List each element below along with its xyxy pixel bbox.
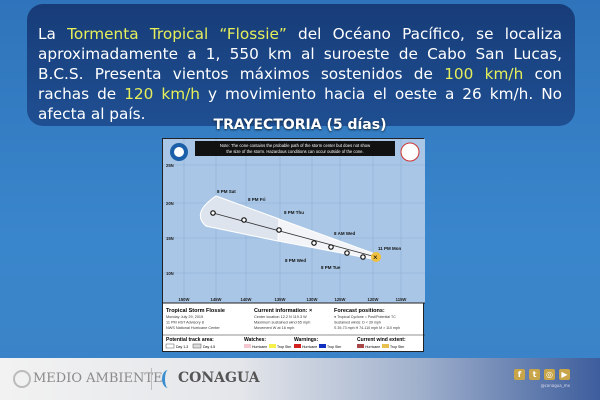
cone-day45	[199, 195, 280, 242]
svg-text:Potential track area:: Potential track area:	[166, 337, 214, 343]
instagram-icon[interactable]: ◎	[544, 369, 555, 380]
svg-text:140W: 140W	[241, 297, 252, 302]
svg-text:Trop Stm: Trop Stm	[277, 345, 291, 349]
conagua-logo: CONAGUA	[178, 370, 260, 386]
svg-text:Hurricane: Hurricane	[302, 345, 317, 349]
svg-text:Day 4-5: Day 4-5	[203, 345, 215, 349]
svg-text:Monday July 29, 2019: Monday July 29, 2019	[166, 315, 203, 319]
track-line	[212, 212, 377, 258]
current-info-title: Current information: ×	[254, 308, 312, 314]
twitter-icon[interactable]: t	[529, 369, 540, 380]
svg-text:15N: 15N	[166, 236, 174, 241]
svg-text:150W: 150W	[179, 297, 190, 302]
svg-text:NWS National Hurricane Center: NWS National Hurricane Center	[166, 326, 221, 330]
mexico-seal-icon	[13, 370, 31, 388]
storm-info-box: La Tormenta Tropical “Flossie” del Océan…	[27, 4, 575, 126]
label-8am-wed: 8 AM Wed	[334, 231, 356, 236]
svg-text:Trop Stm: Trop Stm	[390, 345, 404, 349]
medio-ambiente-logo: MEDIO AMBIENTE	[33, 371, 163, 386]
current-x-icon: ×	[373, 253, 378, 262]
forecast-points	[210, 210, 366, 260]
svg-text:135W: 135W	[275, 297, 286, 302]
svg-text:Hurricane: Hurricane	[252, 345, 267, 349]
svg-text:120W: 120W	[368, 297, 379, 302]
storm-name: Tropical Storm Flossie	[166, 308, 225, 314]
info-text: y movimiento hacia el oeste a 26 km/h. N…	[38, 85, 562, 123]
conagua-logo-icon	[162, 370, 174, 388]
svg-text:Watches:: Watches:	[244, 337, 266, 343]
svg-text:● Tropical Cyclone ○ Post/Pot: ● Tropical Cyclone ○ Post/Potential TC	[334, 315, 396, 319]
label-8pm-thu: 8 PM Thu	[284, 210, 304, 215]
label-8pm-fri: 8 PM Fri	[248, 197, 266, 202]
wind-highlight: 100 km/h	[444, 65, 524, 83]
gust-highlight: 120 km/h	[124, 85, 200, 103]
info-text: del Océano Pacífico, se localiza aproxim…	[38, 25, 562, 83]
info-text: La	[38, 25, 68, 43]
label-11pm-mon: 11 PM Mon	[378, 246, 402, 251]
section-title: TRAYECTORIA (5 días)	[213, 117, 387, 133]
svg-text:145W: 145W	[211, 297, 222, 302]
svg-text:11 PM HST Advisory 8: 11 PM HST Advisory 8	[166, 321, 204, 325]
svg-text:125W: 125W	[335, 297, 346, 302]
nws-logo	[400, 142, 420, 162]
current-position	[371, 252, 381, 262]
label-8pm-tue: 8 PM Tue	[321, 265, 341, 270]
note-line: Note: The cone contains the probable pat…	[220, 143, 371, 148]
youtube-icon[interactable]: ▶	[559, 369, 570, 380]
label-8pm-wed: 8 PM Wed	[285, 258, 306, 263]
svg-text:20N: 20N	[166, 201, 174, 206]
svg-text:130W: 130W	[307, 297, 318, 302]
note-line: the size of the storm. Hazardous conditi…	[226, 149, 363, 154]
social-links: f t ◎ ▶	[514, 369, 570, 380]
storm-name-highlight: Tormenta Tropical “Flossie”	[67, 25, 287, 43]
svg-text:Movement W at 16 mph: Movement W at 16 mph	[254, 326, 294, 330]
social-handle: @conagua_mx	[540, 383, 570, 388]
svg-text:Center location 12.2 N 119.3 W: Center location 12.2 N 119.3 W	[254, 315, 307, 319]
forecast-map: Note: The cone contains the probable pat…	[162, 138, 425, 352]
svg-text:115W: 115W	[396, 297, 407, 302]
forecast-positions-title: Forecast positions:	[334, 308, 385, 314]
info-text: con rachas de	[38, 65, 562, 103]
footer: MEDIO AMBIENTE CONAGUA f t ◎ ▶ @conagua_…	[0, 358, 600, 400]
svg-text:Maximum sustained wind 65 mph: Maximum sustained wind 65 mph	[254, 321, 310, 325]
svg-text:Trop Stm: Trop Stm	[327, 345, 341, 349]
note-box	[195, 141, 395, 156]
svg-text:Warnings:: Warnings:	[294, 337, 319, 343]
svg-text:Day 1-3: Day 1-3	[176, 345, 188, 349]
svg-text:Hurricane: Hurricane	[365, 345, 380, 349]
svg-text:25N: 25N	[166, 163, 174, 168]
facebook-icon[interactable]: f	[514, 369, 525, 380]
svg-text:Sustained winds: D < 39 mp: Sustained winds: D < 39 mph	[334, 321, 381, 325]
svg-text:10N: 10N	[166, 271, 174, 276]
label-8pm-sat: 8 PM Sat	[217, 189, 236, 194]
svg-text:S 39-73 mph H 74-110 mph M >: S 39-73 mph H 74-110 mph M > 110 mph	[334, 326, 400, 330]
svg-text:Current wind extent:: Current wind extent:	[357, 337, 406, 343]
